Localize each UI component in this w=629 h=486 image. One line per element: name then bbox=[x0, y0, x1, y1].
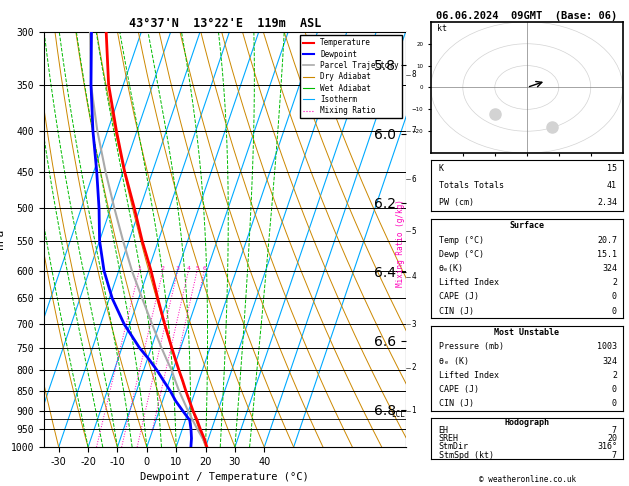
Text: 324: 324 bbox=[602, 264, 617, 273]
Y-axis label: hPa: hPa bbox=[0, 229, 5, 249]
Text: CAPE (J): CAPE (J) bbox=[438, 385, 479, 394]
Text: Dewp (°C): Dewp (°C) bbox=[438, 250, 484, 259]
Text: 41: 41 bbox=[607, 181, 617, 191]
Text: Totals Totals: Totals Totals bbox=[438, 181, 504, 191]
Text: 20: 20 bbox=[607, 434, 617, 443]
Text: θₑ (K): θₑ (K) bbox=[438, 357, 469, 365]
Text: θₑ(K): θₑ(K) bbox=[438, 264, 464, 273]
Text: Mixing Ratio (g/kg): Mixing Ratio (g/kg) bbox=[396, 199, 405, 287]
Text: CIN (J): CIN (J) bbox=[438, 399, 474, 408]
Text: 7: 7 bbox=[411, 126, 416, 136]
Text: SREH: SREH bbox=[438, 434, 459, 443]
Text: 316°: 316° bbox=[597, 442, 617, 451]
Text: 2: 2 bbox=[411, 364, 416, 372]
Text: CAPE (J): CAPE (J) bbox=[438, 293, 479, 301]
Text: Lifted Index: Lifted Index bbox=[438, 371, 499, 380]
Text: 6: 6 bbox=[203, 266, 206, 271]
Text: 0: 0 bbox=[612, 385, 617, 394]
Text: 4: 4 bbox=[186, 266, 191, 271]
Text: 15.1: 15.1 bbox=[597, 250, 617, 259]
Text: 8: 8 bbox=[411, 70, 416, 79]
Text: 3: 3 bbox=[411, 319, 416, 329]
Text: Temp (°C): Temp (°C) bbox=[438, 236, 484, 244]
Text: 7: 7 bbox=[612, 451, 617, 460]
X-axis label: Dewpoint / Temperature (°C): Dewpoint / Temperature (°C) bbox=[140, 472, 309, 483]
Text: 3: 3 bbox=[175, 266, 180, 271]
Text: 324: 324 bbox=[602, 357, 617, 365]
Text: 1: 1 bbox=[137, 266, 141, 271]
Text: Most Unstable: Most Unstable bbox=[494, 328, 559, 337]
Legend: Temperature, Dewpoint, Parcel Trajectory, Dry Adiabat, Wet Adiabat, Isotherm, Mi: Temperature, Dewpoint, Parcel Trajectory… bbox=[299, 35, 402, 118]
Text: 0: 0 bbox=[612, 293, 617, 301]
Text: Surface: Surface bbox=[509, 221, 544, 230]
Text: StmSpd (kt): StmSpd (kt) bbox=[438, 451, 494, 460]
Text: 2: 2 bbox=[161, 266, 165, 271]
Text: 4: 4 bbox=[411, 272, 416, 281]
Text: CIN (J): CIN (J) bbox=[438, 307, 474, 316]
Text: 0: 0 bbox=[612, 399, 617, 408]
Text: 2: 2 bbox=[612, 371, 617, 380]
Text: 20.7: 20.7 bbox=[597, 236, 617, 244]
Text: EH: EH bbox=[438, 426, 448, 435]
Text: StmDir: StmDir bbox=[438, 442, 469, 451]
Text: 15: 15 bbox=[607, 164, 617, 174]
Text: 1003: 1003 bbox=[597, 342, 617, 351]
Text: 6: 6 bbox=[411, 174, 416, 184]
Text: K: K bbox=[438, 164, 443, 174]
Text: 5: 5 bbox=[411, 227, 416, 236]
Text: 06.06.2024  09GMT  (Base: 06): 06.06.2024 09GMT (Base: 06) bbox=[437, 11, 618, 21]
Text: 0: 0 bbox=[612, 307, 617, 316]
Text: 7: 7 bbox=[612, 426, 617, 435]
Text: 5: 5 bbox=[195, 266, 199, 271]
Text: LCL: LCL bbox=[391, 411, 405, 419]
Text: 1: 1 bbox=[411, 406, 416, 415]
Text: Hodograph: Hodograph bbox=[504, 417, 549, 427]
Text: PW (cm): PW (cm) bbox=[438, 198, 474, 208]
Text: Lifted Index: Lifted Index bbox=[438, 278, 499, 287]
Text: 2.34: 2.34 bbox=[597, 198, 617, 208]
Title: 43°37'N  13°22'E  119m  ASL: 43°37'N 13°22'E 119m ASL bbox=[129, 17, 321, 31]
Text: © weatheronline.co.uk: © weatheronline.co.uk bbox=[479, 474, 576, 484]
Text: kt: kt bbox=[437, 24, 447, 33]
Text: Pressure (mb): Pressure (mb) bbox=[438, 342, 504, 351]
Text: 2: 2 bbox=[612, 278, 617, 287]
